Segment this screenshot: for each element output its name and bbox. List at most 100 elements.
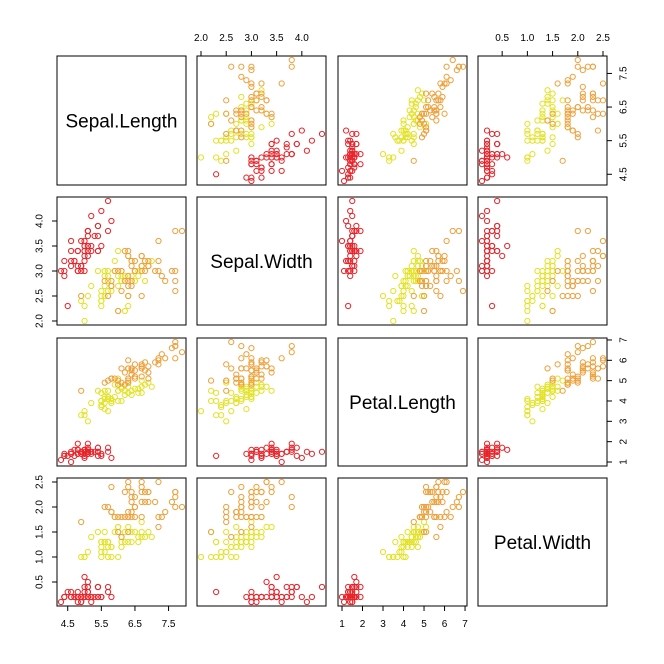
data-point-versicolor [223,137,230,144]
data-point-virginica [248,103,255,111]
tick-label: 2.5 [596,33,610,44]
data-point-virginica [564,379,571,386]
data-point-setosa [478,267,486,275]
data-point-virginica [455,277,462,285]
data-point-setosa [273,154,280,161]
data-point-setosa [488,227,496,235]
data-point-versicolor [104,395,112,403]
data-point-versicolor [394,553,401,561]
data-point-virginica [233,110,240,117]
data-point-virginica [172,493,179,501]
data-point-virginica [253,97,260,104]
data-point-versicolor [268,523,275,531]
data-point-setosa [67,237,75,245]
data-point-setosa [351,154,358,161]
data-point-versicolor [386,154,393,161]
data-point-setosa [488,267,496,275]
data-point-versicolor [138,377,145,384]
data-point-setosa [478,262,486,270]
data-point-virginica [422,124,430,131]
data-point-versicolor [233,543,240,551]
data-point-versicolor [400,117,407,124]
data-point-virginica [564,77,571,84]
data-point-versicolor [524,317,531,325]
panel-sepal-length-vs-sepal-width [196,55,327,186]
panel-frame [477,196,608,326]
data-point-virginica [172,342,179,350]
data-point-versicolor [135,267,142,275]
data-point-setosa [258,452,265,459]
data-point-virginica [420,110,428,117]
data-point-setosa [483,267,491,275]
data-point-virginica [599,357,607,364]
tick-label: 4.5 [61,619,75,630]
data-point-setosa [268,440,275,447]
data-point-setosa [478,456,486,464]
data-point-virginica [125,478,132,486]
data-point-setosa [258,164,265,171]
data-point-virginica [441,257,448,265]
top-axis-sepal-width: 2.0 2.5 3.0 3.5 4.0 [194,33,309,57]
data-point-setosa [283,593,290,601]
data-point-virginica [248,120,255,127]
data-point-virginica [443,63,450,70]
data-point-setosa [340,598,348,606]
data-point-virginica [564,357,571,364]
data-point-setosa [273,452,280,459]
data-point-versicolor [135,533,142,541]
data-point-versicolor [243,406,250,413]
data-point-setosa [213,171,220,178]
data-point-virginica [223,513,230,521]
data-point-versicolor [248,533,255,541]
data-point-virginica [248,66,255,74]
data-point-versicolor [207,397,215,405]
data-point-versicolor [98,543,105,551]
tick-label: 5.5 [619,133,630,147]
data-point-setosa [478,157,486,164]
panel-sepal-width-vs-petal-width [477,196,608,326]
data-point-virginica [433,272,440,280]
data-point-versicolor [394,137,401,144]
data-point-setosa [91,448,98,455]
data-point-setosa [351,151,358,158]
data-point-versicolor [559,267,566,275]
tick-label: 1.5 [35,525,46,539]
data-point-virginica [564,277,571,285]
data-point-versicolor [248,528,255,536]
data-point-versicolor [549,103,556,111]
data-point-versicolor [412,533,419,541]
data-point-setosa [258,154,265,161]
data-point-virginica [223,377,230,384]
data-point-setosa [243,593,250,601]
data-point-versicolor [554,247,561,255]
data-point-setosa [483,227,491,235]
data-point-virginica [228,488,235,496]
data-point-virginica [554,361,561,368]
data-point-versicolor [218,137,225,144]
data-point-virginica [579,267,586,275]
tick-label: 2.0 [194,33,208,44]
left-axis-petal-width: 0.5 1.0 1.5 2.0 2.5 [35,475,58,589]
data-point-versicolor [398,282,405,290]
data-point-virginica [263,478,270,486]
data-point-versicolor [218,412,225,419]
data-point-versicolor [238,383,245,390]
data-point-virginica [564,262,571,270]
data-point-versicolor [115,397,122,405]
data-point-virginica [589,359,597,366]
data-point-virginica [554,80,561,87]
data-point-versicolor [121,307,128,315]
data-point-virginica [258,488,265,496]
tick-label: 7.5 [619,66,630,80]
data-point-virginica [427,257,434,265]
data-point-virginica [118,533,125,541]
data-point-virginica [443,237,450,245]
panel-sepal-length-vs-sepal-length: Sepal.Length [56,55,187,186]
data-point-versicolor [390,130,397,138]
data-point-virginica [178,503,186,511]
panel-frame [56,477,187,607]
data-point-versicolor [554,120,561,127]
data-point-virginica [564,267,571,275]
data-point-virginica [141,498,149,506]
data-point-setosa [278,593,285,601]
